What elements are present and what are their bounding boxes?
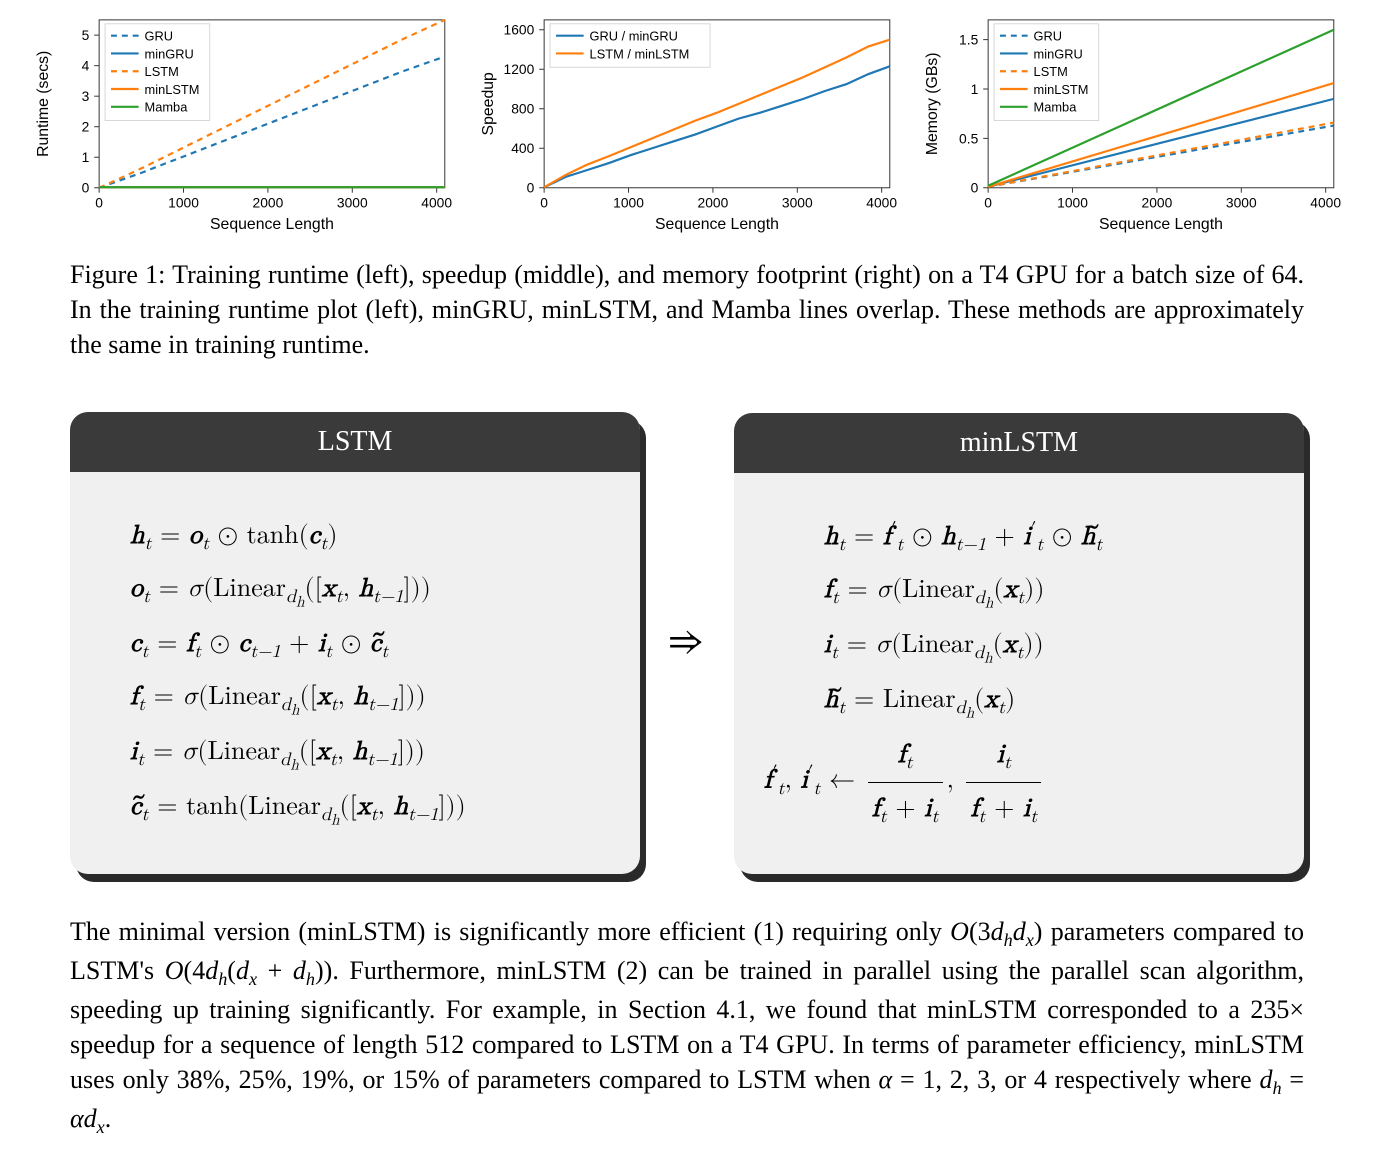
svg-text:minLSTM: minLSTM [1034,82,1089,97]
svg-text:2000: 2000 [1142,195,1173,211]
svg-text:1600: 1600 [503,22,534,38]
svg-text:minGRU: minGRU [1034,46,1083,61]
chart-runtime: 0 1000 2000 3000 4000 0 1 2 3 4 5 Sequence Length Ru… [30,10,455,237]
svg-text:Speedup: Speedup [479,72,496,135]
lstm-box: LSTM ht = ot ⊙ tanh(ct) ot = σ(Lineardh(… [70,412,640,874]
svg-text:minGRU: minGRU [145,46,194,61]
svg-text:0: 0 [971,180,979,196]
charts-row: 01000200030004000012345Sequence LengthRu… [30,10,1344,237]
svg-text:0.5: 0.5 [959,130,979,146]
chart-speedup: 0 1000 2000 3000 4000 0 400 800 1200 1600 Sequence… [475,10,900,237]
svg-text:0: 0 [82,180,90,196]
svg-text:2000: 2000 [697,195,728,211]
lstm-box-title: LSTM [70,412,640,472]
svg-text:3: 3 [82,88,90,104]
body-paragraph: The minimal version (minLSTM) is signifi… [70,914,1304,1139]
svg-text:4: 4 [82,58,90,74]
svg-text:400: 400 [511,140,534,156]
svg-text:2: 2 [82,119,90,135]
svg-text:0: 0 [540,195,548,211]
svg-text:1: 1 [82,149,90,165]
svg-text:GRU / minGRU: GRU / minGRU [589,29,677,44]
svg-text:1200: 1200 [503,61,534,77]
svg-text:Mamba: Mamba [145,100,189,115]
svg-text:3000: 3000 [337,195,368,211]
svg-text:800: 800 [511,101,534,117]
svg-text:0: 0 [95,195,103,211]
svg-text:1000: 1000 [613,195,644,211]
svg-text:4000: 4000 [866,195,897,211]
svg-text:2000: 2000 [253,195,284,211]
svg-text:4000: 4000 [1311,195,1342,211]
svg-text:minLSTM: minLSTM [145,82,200,97]
svg-text:4000: 4000 [421,195,452,211]
svg-text:Sequence Length: Sequence Length [210,216,334,233]
arrow-icon: ⇒ [670,619,704,667]
svg-text:LSTM / minLSTM: LSTM / minLSTM [589,46,689,61]
chart-memory: 0 1000 2000 3000 4000 0 0.5 1 1.5 Sequence Length… [919,10,1344,237]
svg-text:GRU: GRU [145,29,174,44]
svg-text:Runtime (secs): Runtime (secs) [35,51,52,157]
minlstm-box: minLSTM ht = f′t ⊙ ht−1 + i′t ⊙ h̃t ft =… [734,413,1304,873]
svg-text:1.5: 1.5 [959,32,979,48]
svg-text:Sequence Length: Sequence Length [655,216,779,233]
svg-text:Mamba: Mamba [1034,100,1078,115]
svg-text:3000: 3000 [782,195,813,211]
svg-text:Sequence Length: Sequence Length [1099,216,1223,233]
figure-caption: Figure 1: Training runtime (left), speed… [70,257,1304,362]
svg-text:1000: 1000 [168,195,199,211]
svg-text:0: 0 [526,180,534,196]
minlstm-box-title: minLSTM [734,413,1304,473]
svg-text:Memory (GBs): Memory (GBs) [924,52,941,155]
svg-text:GRU: GRU [1034,29,1063,44]
svg-text:LSTM: LSTM [145,64,179,79]
equation-boxes: LSTM ht = ot ⊙ tanh(ct) ot = σ(Lineardh(… [70,412,1304,874]
minlstm-equations: ht = f′t ⊙ ht−1 + i′t ⊙ h̃t ft = σ(Linea… [734,473,1304,873]
svg-text:1: 1 [971,81,979,97]
svg-text:5: 5 [82,27,90,43]
lstm-equations: ht = ot ⊙ tanh(ct) ot = σ(Lineardh([xt, … [70,472,640,874]
svg-text:1000: 1000 [1058,195,1089,211]
svg-text:0: 0 [985,195,993,211]
svg-text:3000: 3000 [1226,195,1257,211]
svg-text:LSTM: LSTM [1034,64,1068,79]
